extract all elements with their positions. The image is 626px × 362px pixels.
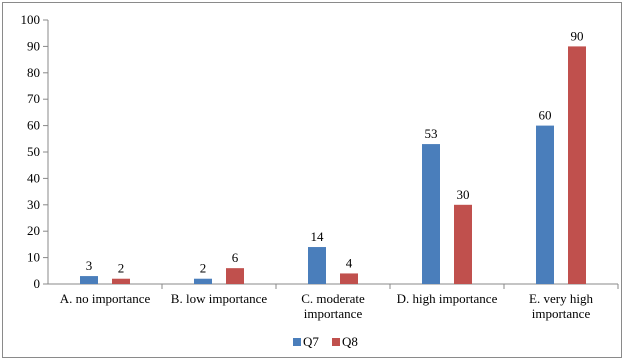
category-label: B. low importance <box>171 291 268 306</box>
y-tick-label: 0 <box>34 276 41 291</box>
y-tick-label: 40 <box>27 170 40 185</box>
category-label: E. very high <box>529 291 593 306</box>
bar-q8 <box>226 268 244 284</box>
bar-q8 <box>568 46 586 285</box>
bar-q7 <box>308 247 326 284</box>
bar-q7 <box>536 125 554 284</box>
y-tick-label: 30 <box>27 197 40 212</box>
bar-q8 <box>340 273 358 284</box>
data-label-q7: 14 <box>311 229 325 244</box>
data-label-q7: 3 <box>86 258 93 273</box>
data-label-q7: 60 <box>539 108 552 123</box>
legend-swatch-q7 <box>293 338 301 346</box>
category-label: importance <box>304 306 363 321</box>
category-label: C. moderate <box>301 291 365 306</box>
bar-q7 <box>194 278 212 284</box>
data-labels: 3 2 2 6 14 4 53 30 60 90 <box>86 28 584 275</box>
legend-label-q8: Q8 <box>342 334 358 349</box>
data-label-q8: 30 <box>457 187 470 202</box>
y-tick-label: 100 <box>21 12 41 27</box>
y-tick-label: 60 <box>27 118 40 133</box>
data-label-q7: 2 <box>200 261 207 276</box>
y-tick-label: 80 <box>27 65 40 80</box>
x-axis <box>48 283 619 289</box>
y-tick-label: 20 <box>27 223 40 238</box>
y-tick-label: 90 <box>27 38 40 53</box>
bars <box>80 46 586 285</box>
bar-q7 <box>80 276 98 284</box>
category-label: A. no importance <box>60 291 151 306</box>
category-label: D. high importance <box>397 291 498 306</box>
category-label: importance <box>532 306 591 321</box>
y-axis: 0 10 20 30 40 50 60 70 80 90 100 <box>21 12 49 291</box>
category-labels: A. no importance B. low importance C. mode… <box>60 291 594 321</box>
bar-q8 <box>454 204 472 284</box>
data-label-q8: 4 <box>346 255 353 270</box>
legend-label-q7: Q7 <box>303 334 319 349</box>
bar-q7 <box>422 144 440 284</box>
bar-q8 <box>112 278 130 284</box>
data-label-q8: 6 <box>232 250 239 265</box>
y-tick-label: 70 <box>27 91 40 106</box>
legend: Q7 Q8 <box>293 334 358 349</box>
data-label-q7: 53 <box>425 126 438 141</box>
y-tick-label: 10 <box>27 250 40 265</box>
legend-swatch-q8 <box>332 338 340 346</box>
chart-frame <box>2 2 622 358</box>
data-label-q8: 2 <box>118 261 125 276</box>
y-tick-label: 50 <box>27 144 40 159</box>
data-label-q8: 90 <box>571 28 584 43</box>
